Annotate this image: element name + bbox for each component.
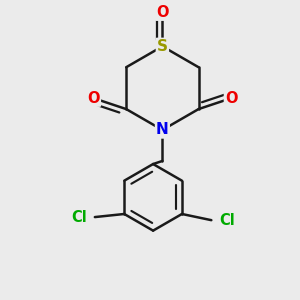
Text: Cl: Cl <box>71 210 87 225</box>
Text: S: S <box>157 39 168 54</box>
Text: N: N <box>156 122 169 137</box>
Text: O: O <box>87 91 100 106</box>
Text: O: O <box>156 5 169 20</box>
Text: Cl: Cl <box>219 213 235 228</box>
Text: O: O <box>225 91 237 106</box>
